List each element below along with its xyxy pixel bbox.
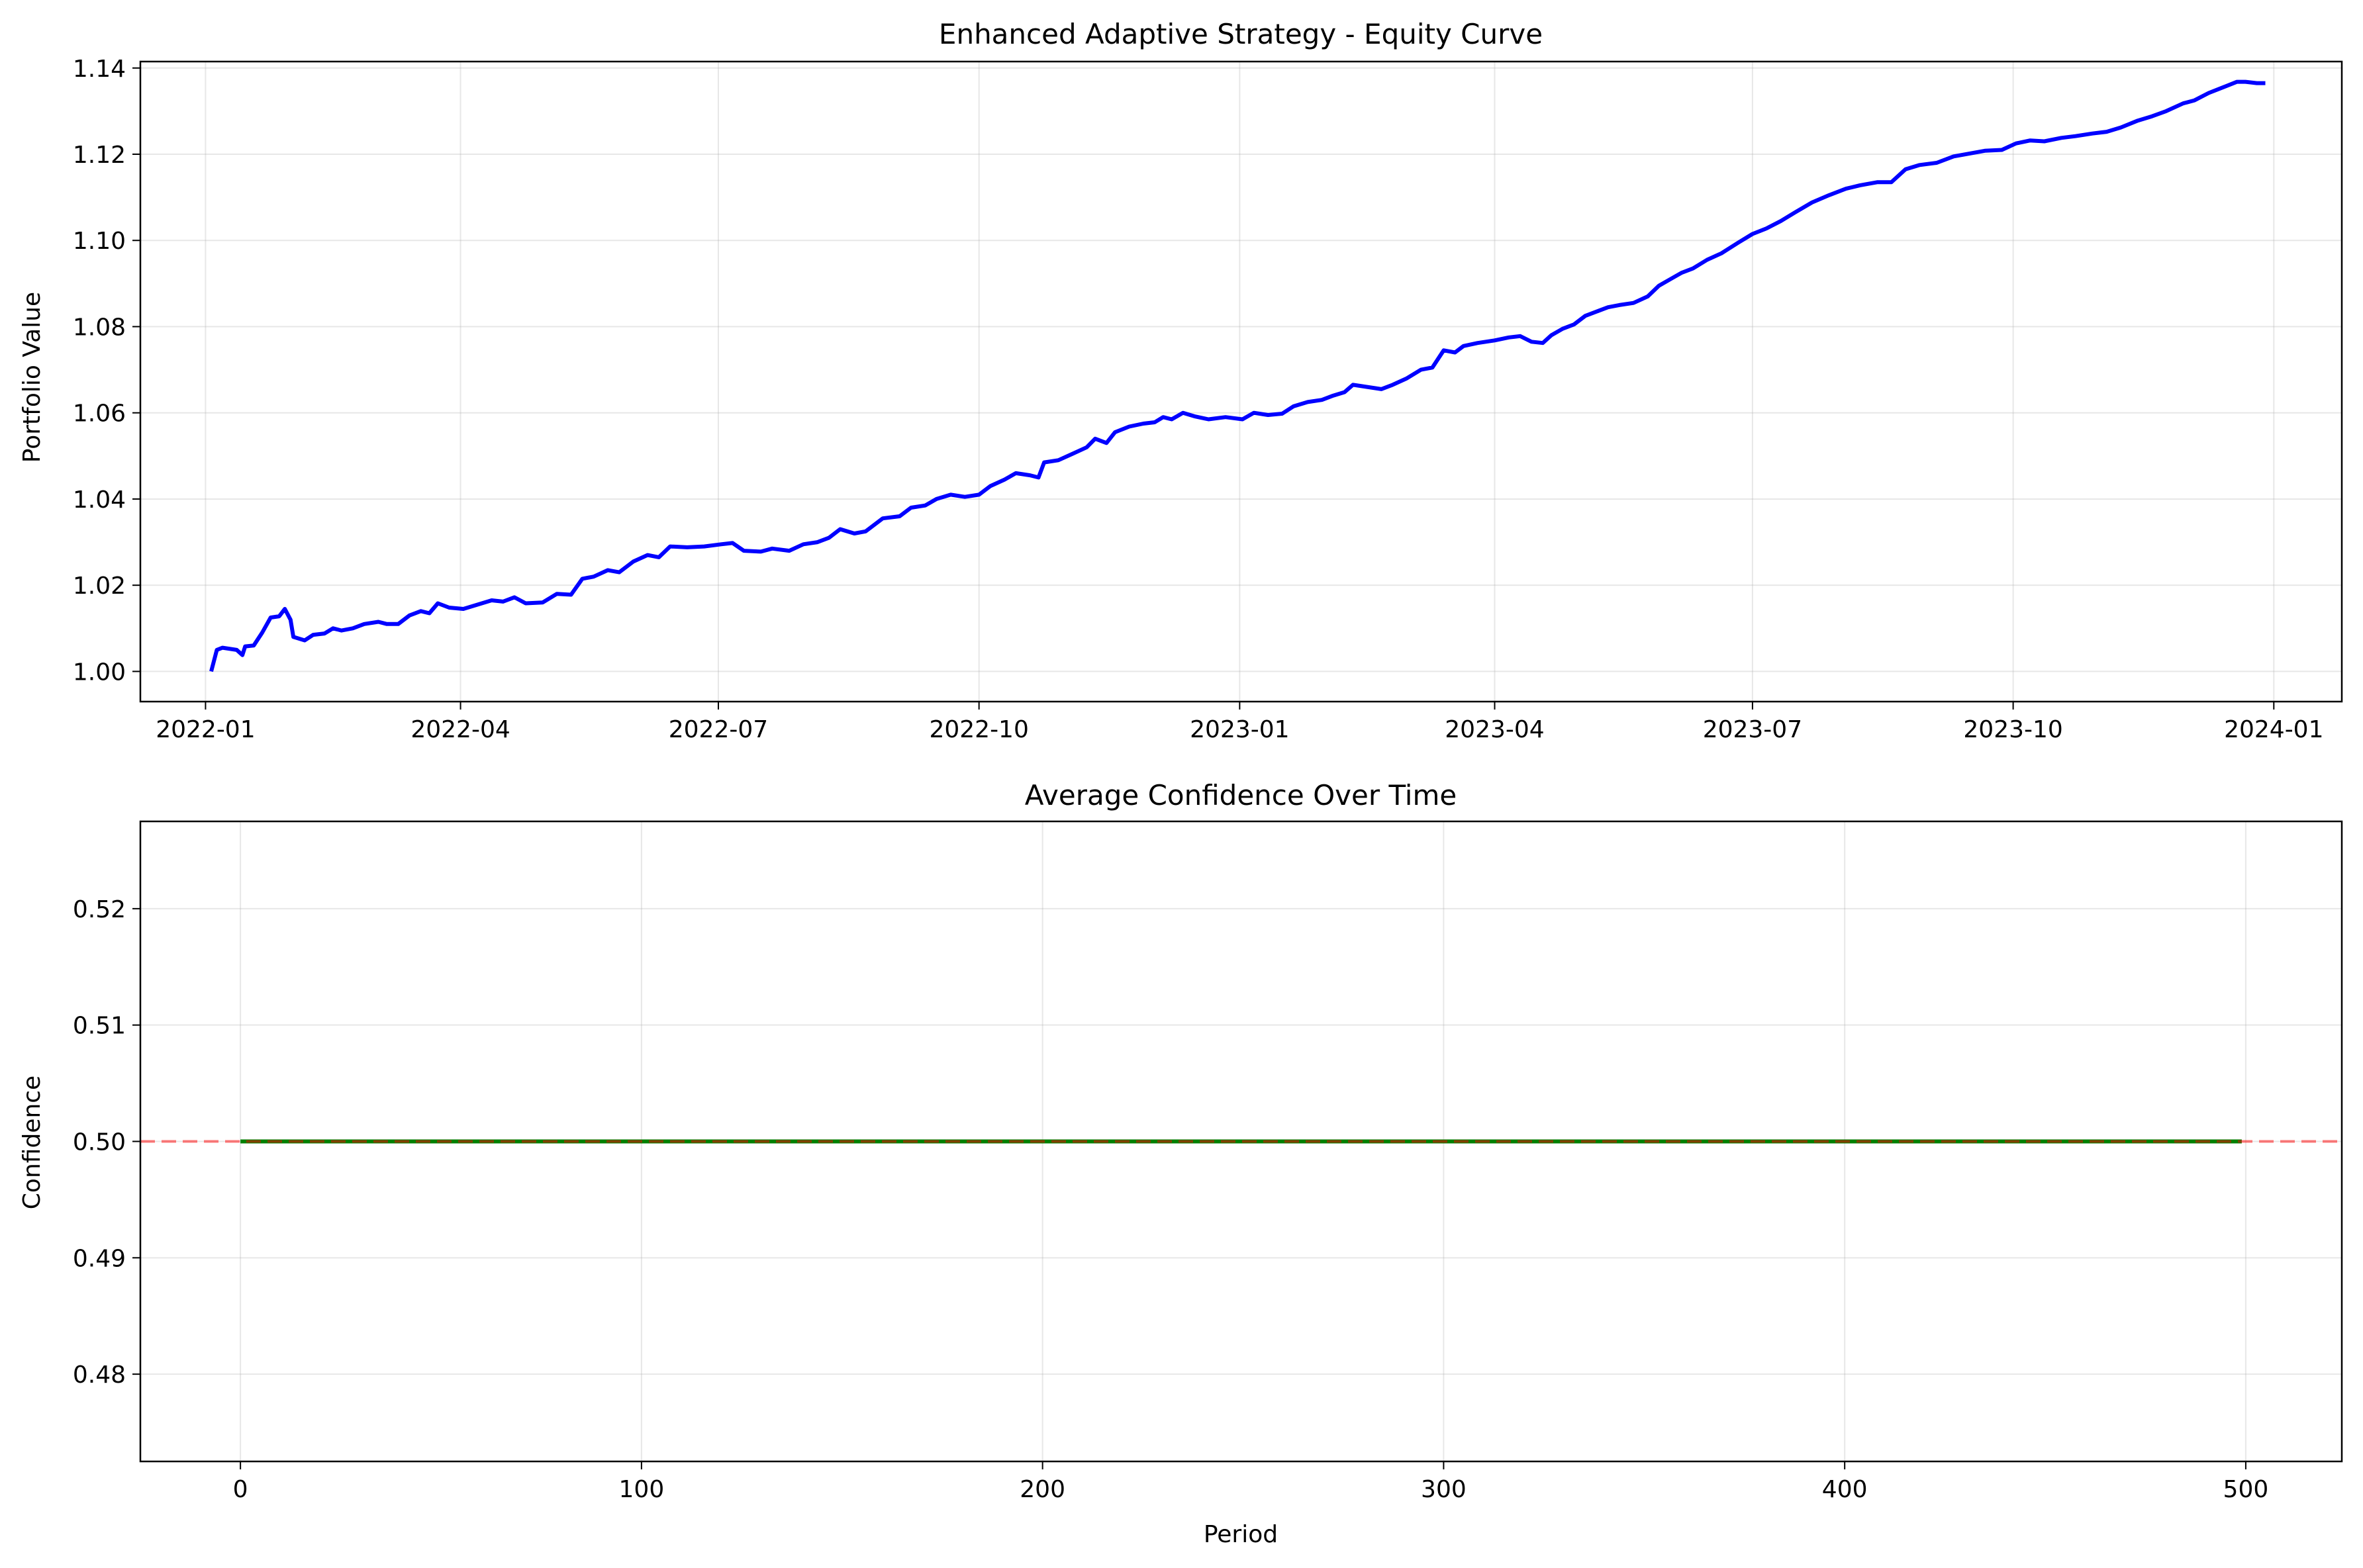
equity-chart-title: Enhanced Adaptive Strategy - Equity Curv… — [939, 18, 1543, 50]
equity-x-tick-label: 2022-01 — [156, 716, 255, 743]
confidence-x-tick-label: 200 — [1020, 1476, 1065, 1503]
confidence-y-tick-label: 0.51 — [73, 1013, 126, 1040]
confidence-x-tick-label: 500 — [2223, 1476, 2269, 1503]
equity-x-tick-label: 2023-07 — [1703, 716, 1802, 743]
confidence-x-tick-label: 400 — [1822, 1476, 1868, 1503]
equity-x-tick-label: 2022-04 — [410, 716, 510, 743]
equity-y-tick-label: 1.10 — [73, 228, 126, 255]
confidence-x-tick-label: 100 — [619, 1476, 665, 1503]
equity-y-tick-label: 1.04 — [73, 486, 126, 514]
confidence-y-axis-label: Confidence — [19, 1076, 46, 1209]
equity-x-tick-label: 2024-01 — [2224, 716, 2323, 743]
equity-ticks: 2022-01 2022-04 2022-07 2022-10 2023-01 2023-… — [73, 56, 2324, 743]
equity-y-tick-label: 1.14 — [73, 56, 126, 83]
equity-y-axis-label: Portfolio Value — [19, 292, 46, 463]
equity-x-tick-label: 2023-04 — [1445, 716, 1544, 743]
equity-x-tick-label: 2022-07 — [669, 716, 768, 743]
confidence-y-tick-label: 0.49 — [73, 1245, 126, 1272]
equity-series-line — [209, 79, 2266, 672]
confidence-x-tick-label: 300 — [1421, 1476, 1467, 1503]
equity-curve-panel: Enhanced Adaptive Strategy - Equity Curv… — [19, 18, 2343, 743]
equity-series-group — [209, 79, 2266, 672]
confidence-y-tick-label: 0.48 — [73, 1361, 126, 1389]
equity-y-tick-label: 1.08 — [73, 314, 126, 341]
equity-plot-frame — [139, 60, 2343, 703]
equity-y-tick-label: 1.06 — [73, 400, 126, 428]
confidence-y-tick-label: 0.52 — [73, 896, 126, 923]
confidence-panel: Average Confidence Over Time Confidence … — [19, 779, 2343, 1548]
equity-x-tick-label: 2022-10 — [929, 716, 1028, 743]
equity-x-tick-label: 2023-10 — [1963, 716, 2062, 743]
equity-x-tick-label: 2023-01 — [1190, 716, 1289, 743]
confidence-ticks: 0 100 200 300 400 500 0.48 0.49 0.50 0.51 0.52 — [73, 896, 2268, 1503]
equity-y-tick-label: 1.00 — [73, 659, 126, 686]
equity-y-tick-label: 1.02 — [73, 573, 126, 600]
confidence-x-tick-label: 0 — [233, 1476, 248, 1503]
confidence-x-axis-label: Period — [1204, 1521, 1278, 1548]
confidence-plot-frame — [139, 820, 2343, 1463]
confidence-y-tick-label: 0.50 — [73, 1129, 126, 1156]
confidence-chart-title: Average Confidence Over Time — [1025, 779, 1457, 811]
equity-grid — [140, 62, 2342, 702]
equity-y-tick-label: 1.12 — [73, 142, 126, 169]
